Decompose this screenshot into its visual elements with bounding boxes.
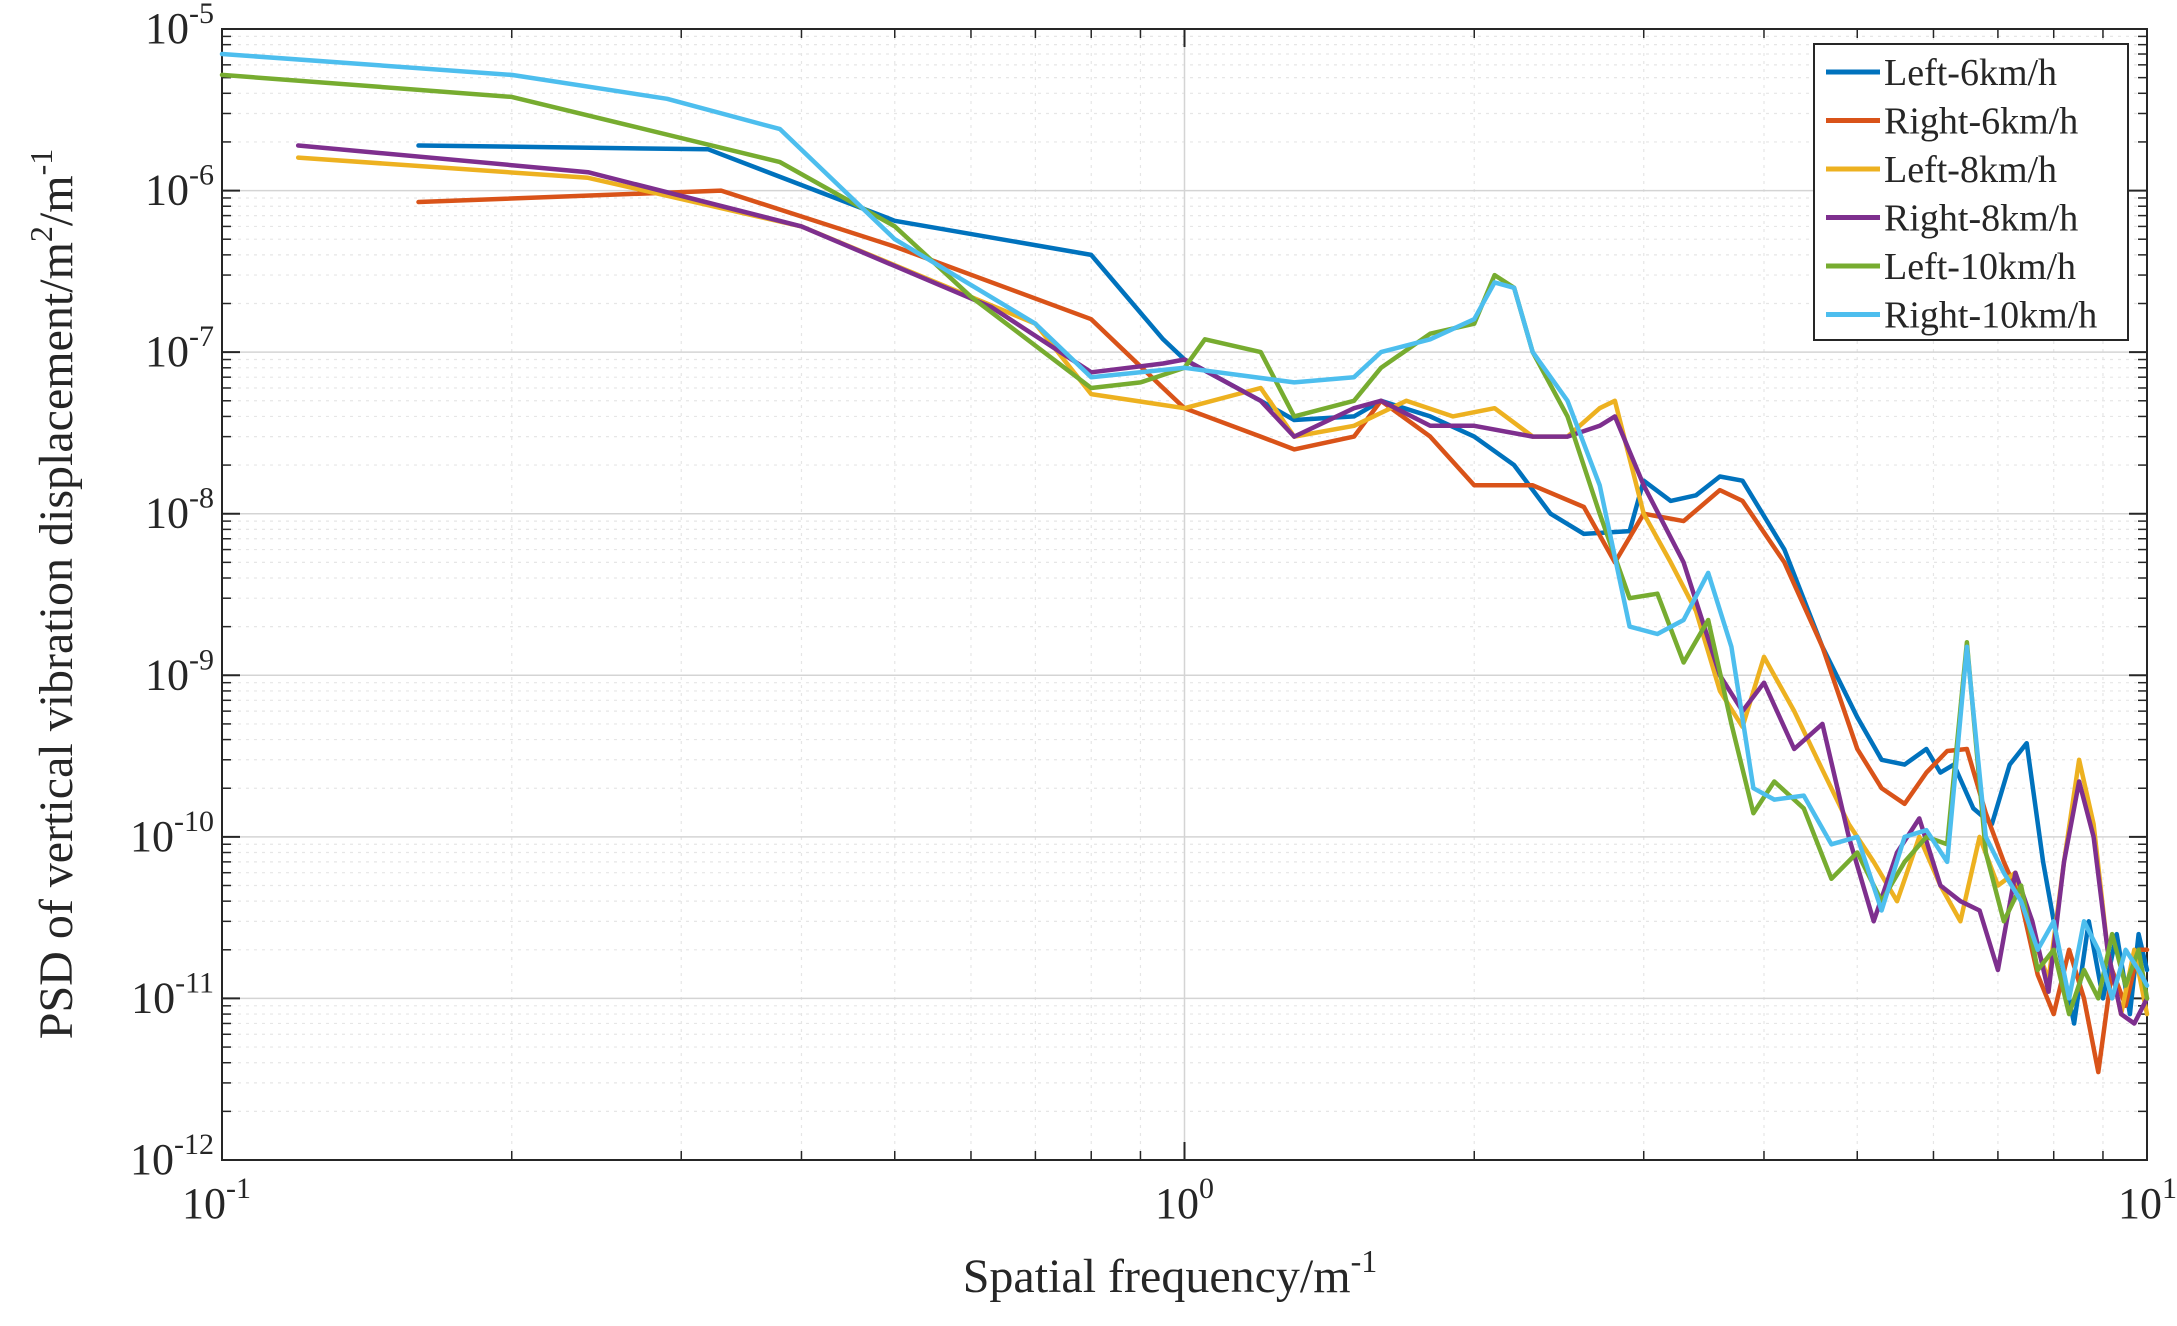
x-axis-title: Spatial frequency/m-1 xyxy=(963,1243,1378,1303)
legend-label-left-6km-h: Left-6km/h xyxy=(1884,52,2057,94)
x-tick-label-exp: 1 xyxy=(2162,1172,2177,1205)
x-tick-label-base: 10 xyxy=(2118,1179,2162,1228)
y-tick-label-exp: -7 xyxy=(189,320,214,353)
y-tick-label-base: 10 xyxy=(145,650,189,699)
y-tick-label-base: 10 xyxy=(130,1135,174,1184)
y-axis-title-sup2: -1 xyxy=(23,149,59,176)
series-layer xyxy=(219,51,2150,1075)
x-axis-title-sup: -1 xyxy=(1351,1243,1378,1279)
y-tick-label: 10-12 xyxy=(130,1128,214,1184)
y-tick-label-base: 10 xyxy=(145,327,189,376)
y-tick-label-exp: -5 xyxy=(189,0,214,30)
x-tick-label-exp: 0 xyxy=(1199,1172,1214,1205)
x-tick-label: 101 xyxy=(2118,1172,2177,1228)
legend-label-left-8km-h: Left-8km/h xyxy=(1884,149,2057,191)
y-axis-title-sup1: 2 xyxy=(23,226,59,242)
x-tick-label-base: 10 xyxy=(182,1179,226,1228)
y-tick-label: 10-10 xyxy=(130,805,214,861)
y-tick-label-base: 10 xyxy=(145,166,189,215)
y-axis-title-text: PSD of vertical vibration displacement/m xyxy=(30,242,83,1039)
x-axis-title-text: Spatial frequency/m xyxy=(963,1250,1351,1303)
y-tick-label: 10-11 xyxy=(131,966,214,1022)
y-tick-label: 10-9 xyxy=(145,643,214,699)
y-tick-label-exp: -9 xyxy=(189,643,214,676)
y-tick-label: 10-6 xyxy=(145,159,214,215)
x-tick-label-base: 10 xyxy=(1155,1179,1199,1228)
y-tick-label: 10-5 xyxy=(145,0,214,53)
x-tick-label: 100 xyxy=(1155,1172,1214,1228)
legend: Left-6km/h Right-6km/h Left-8km/h Right-8km… xyxy=(1813,43,2129,341)
series-line-right-8km-h xyxy=(295,143,2150,1026)
x-tick-label: 10-1 xyxy=(182,1172,251,1228)
legend-label-left-10km-h: Left-10km/h xyxy=(1884,246,2076,288)
y-tick-label-base: 10 xyxy=(145,4,189,53)
x-tick-label-exp: -1 xyxy=(226,1172,251,1205)
y-tick-label-exp: -8 xyxy=(189,482,214,515)
legend-label-right-10km-h: Right-10km/h xyxy=(1884,295,2097,337)
legend-label-right-8km-h: Right-8km/h xyxy=(1884,198,2078,240)
y-axis-title: PSD of vertical vibration displacement/m… xyxy=(23,149,83,1039)
y-tick-label-base: 10 xyxy=(130,812,174,861)
x-tick-labels: 10-1 100 101 xyxy=(182,1172,2177,1228)
legend-label-right-6km-h: Right-6km/h xyxy=(1884,101,2078,143)
y-tick-label-exp: -11 xyxy=(175,966,214,999)
y-tick-label-exp: -12 xyxy=(174,1128,214,1161)
y-tick-label-base: 10 xyxy=(131,973,175,1022)
legend-box xyxy=(1813,43,2129,341)
y-tick-label: 10-8 xyxy=(145,482,214,538)
series-line-right-10km-h xyxy=(219,51,2150,1001)
y-axis-title-mid: /m xyxy=(30,175,83,226)
axis-ticks xyxy=(221,28,2148,1161)
series-line-left-10km-h xyxy=(219,72,2150,1017)
y-tick-label-exp: -6 xyxy=(189,159,214,192)
y-tick-label: 10-7 xyxy=(145,320,214,376)
y-tick-label-base: 10 xyxy=(145,489,189,538)
y-tick-label-exp: -10 xyxy=(174,805,214,838)
